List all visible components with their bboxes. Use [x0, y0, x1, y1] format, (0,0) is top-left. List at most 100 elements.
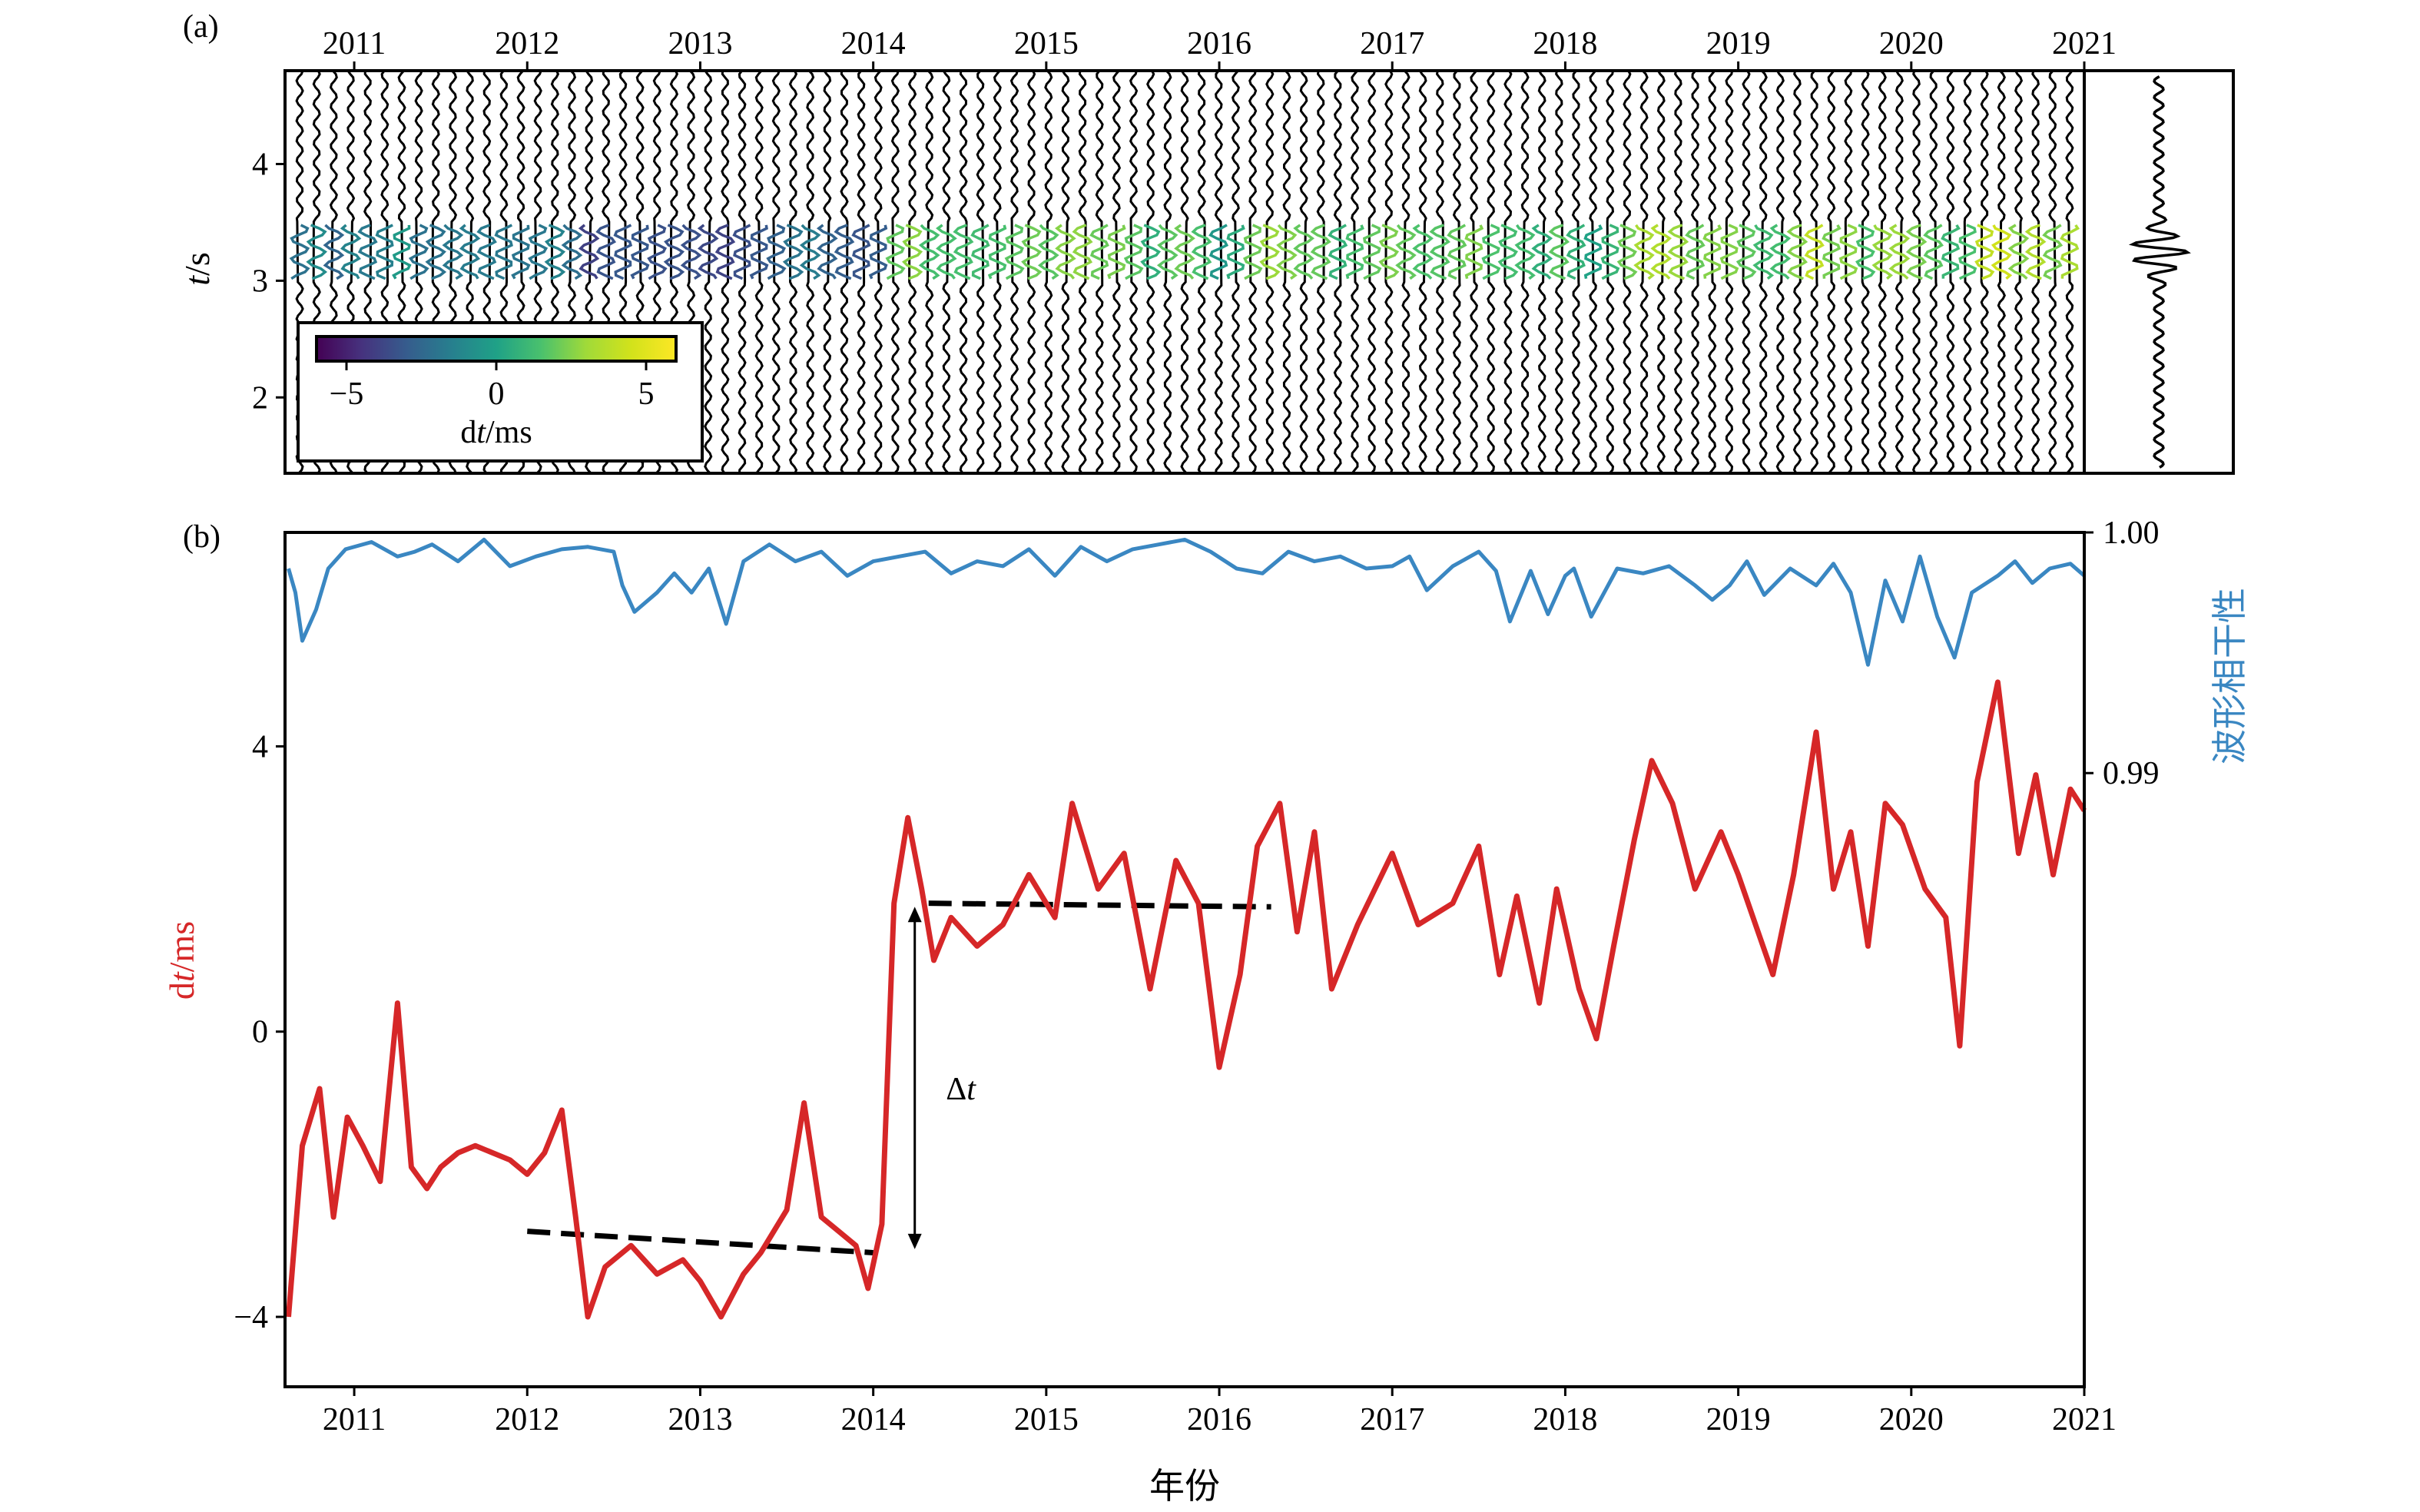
panel-a-trace: [1589, 70, 1598, 474]
reference-trace-line: [2128, 75, 2191, 469]
panel-b-x-tick-label: 2020: [1879, 1402, 1944, 1437]
panel-a-trace-window: [1991, 224, 2013, 280]
panel-a-trace-window: [868, 224, 888, 280]
panel-a-trace: [1911, 70, 1921, 474]
panel-a-trace: [1418, 70, 1427, 475]
panel-b-x-axis-label: 年份: [1149, 1465, 1220, 1507]
reference-trace-frame: [2083, 69, 2235, 475]
panel-a-y-tick-label: 2: [252, 380, 268, 416]
panel-b-right-y-tick-label: 0.99: [2103, 756, 2160, 791]
panel-a-trace-window: [1072, 224, 1093, 280]
panel-b-left-y-tick-label: −4: [234, 1300, 268, 1335]
panel-a-trace-window: [885, 224, 906, 280]
panel-a-y-axis-label-italic: t: [177, 275, 217, 286]
panel-a-trace-window: [1412, 224, 1434, 280]
panel-a-trace-window: [936, 224, 957, 280]
panel-a-trace-window: [663, 224, 685, 280]
panel-a-trace: [2014, 70, 2024, 475]
panel-a-y-tick-label: 3: [252, 264, 268, 299]
panel-a-trace: [1265, 70, 1275, 474]
panel-a-y-tick-label: 4: [252, 148, 268, 183]
panel-a-x-tick-label: 2011: [323, 26, 386, 61]
colorbar-tick-label: −5: [330, 376, 364, 412]
panel-a-trace: [1026, 70, 1036, 474]
panel-a: (a) 2011 2012 2013 2014 2015 2016 2017 2018 2019…: [177, 9, 2235, 475]
panel-a-trace-window: [1786, 224, 1808, 280]
panel-a-trace-window: [1719, 224, 1739, 280]
panel-a-trace-window: [1089, 224, 1109, 280]
panel-a-trace-window: [340, 224, 362, 280]
panel-a-trace-window: [1752, 224, 1775, 280]
panel-b-left-y-ticks: −4 0 4: [234, 729, 285, 1335]
panel-a-trace: [1895, 70, 1905, 475]
panel-a-trace-window: [697, 224, 719, 280]
panel-b-x-tick-label: 2014: [841, 1402, 906, 1437]
panel-a-y-axis-label: t/s: [177, 252, 217, 285]
panel-a-trace-window: [375, 224, 394, 280]
panel-a-trace-window: [714, 224, 736, 280]
panel-a-trace: [874, 70, 883, 474]
reference-trace: [2128, 75, 2191, 469]
panel-a-trace: [1656, 70, 1666, 475]
panel-a-trace: [1112, 70, 1122, 474]
panel-a-trace: [993, 70, 1002, 474]
panel-a-trace-window: [1037, 224, 1059, 280]
colorbar-ticks: −5 0 5: [330, 361, 655, 412]
coherence-series: [287, 537, 2086, 667]
panel-a-trace: [1333, 70, 1343, 474]
panel-a-trace-window: [1429, 224, 1450, 280]
colorbar-label: dt/ms: [460, 415, 532, 450]
panel-b-right-y-tick-label: 1.00: [2103, 516, 2160, 551]
panel-a-trace: [2048, 70, 2057, 474]
panel-a-trace-window: [901, 224, 923, 280]
panel-a-trace: [1827, 70, 1836, 474]
panel-a-trace-window: [494, 224, 513, 280]
panel-a-trace-window: [578, 224, 600, 280]
delta-t-label: Δt: [946, 1072, 976, 1107]
panel-a-trace-window: [1633, 224, 1655, 280]
panel-b-x-tick-label: 2011: [323, 1402, 386, 1437]
panel-a-trace: [1401, 69, 1411, 474]
panel-b-x-tick-label: 2013: [668, 1402, 732, 1437]
panel-b-right-y-axis-label: 波形相干性: [2209, 588, 2250, 764]
panel-a-trace: [1197, 70, 1206, 474]
panel-a-trace: [1009, 70, 1019, 474]
panel-a-x-tick-label: 2014: [841, 26, 906, 61]
panel-a-trace: [1929, 70, 1938, 474]
panel-a-trace: [907, 70, 917, 474]
panel-a-trace: [1146, 70, 1155, 474]
panel-a-trace-window: [647, 224, 668, 280]
panel-a-trace: [823, 70, 832, 475]
colorbar-gradient: [315, 335, 678, 363]
panel-a-trace-window: [306, 224, 328, 280]
panel-b-x-tick-label: 2019: [1706, 1402, 1771, 1437]
panel-a-trace-window: [1838, 224, 1858, 280]
panel-a-trace-window: [1345, 224, 1364, 280]
panel-a-trace-window: [918, 224, 940, 280]
panel-a-trace: [942, 70, 951, 475]
panel-a-trace-window: [1107, 224, 1126, 280]
panel-a-trace-window: [987, 224, 1007, 280]
panel-a-trace: [1180, 70, 1189, 475]
panel-a-trace-window: [1531, 224, 1553, 280]
panel-a-trace-window: [1566, 224, 1586, 280]
panel-a-trace-window: [1140, 224, 1162, 280]
panel-a-trace-window: [595, 224, 617, 280]
panel-a-trace: [1708, 70, 1717, 474]
panel-a-trace: [1044, 69, 1053, 474]
panel-a-trace: [1231, 70, 1241, 474]
panel-a-trace: [1435, 70, 1444, 474]
panel-b-x-tick-label: 2021: [2052, 1402, 2117, 1437]
panel-a-label: (a): [183, 9, 219, 45]
panel-a-trace: [1487, 70, 1496, 474]
colorbar-tick-label: 0: [489, 376, 505, 412]
panel-a-trace-window: [1974, 224, 1995, 280]
panel-a-trace: [1299, 70, 1308, 475]
panel-a-trace: [2030, 70, 2040, 474]
delta-t-label-prefix: Δ: [946, 1072, 966, 1107]
panel-a-trace-window: [799, 224, 821, 280]
panel-a-trace-window: [816, 224, 838, 280]
panel-a-trace-window: [1395, 224, 1417, 280]
panel-b-left-y-tick-label: 4: [252, 729, 268, 764]
panel-a-x-tick-label: 2016: [1187, 26, 1251, 61]
